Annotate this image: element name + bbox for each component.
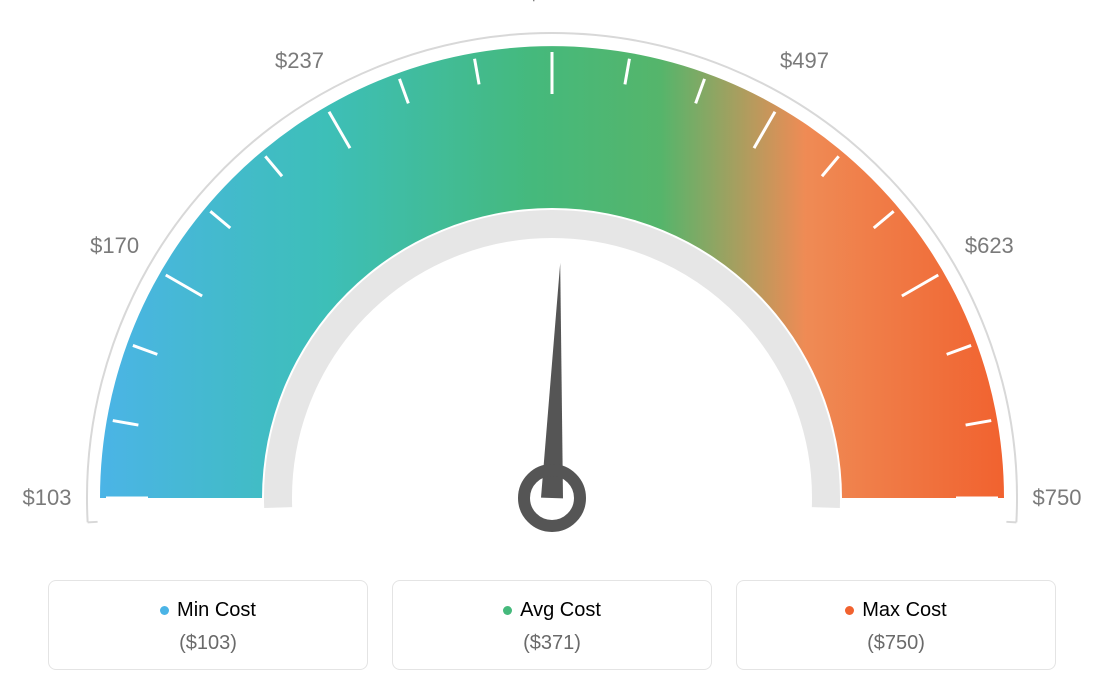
gauge-tick-label: $237 — [275, 48, 324, 74]
legend-title-avg: Avg Cost — [403, 599, 701, 622]
gauge-tick-label: $623 — [965, 233, 1014, 259]
legend-title-min: Min Cost — [59, 599, 357, 622]
legend-card-max: Max Cost ($750) — [736, 580, 1056, 670]
legend-row: Min Cost ($103) Avg Cost ($371) Max Cost… — [0, 580, 1104, 670]
legend-card-avg: Avg Cost ($371) — [392, 580, 712, 670]
legend-label-max: Max Cost — [862, 599, 946, 621]
gauge-chart: $103 $170 $237 $371 $497 $623 $750 — [0, 0, 1104, 560]
legend-label-min: Min Cost — [177, 599, 256, 621]
legend-title-max: Max Cost — [747, 599, 1045, 622]
legend-card-min: Min Cost ($103) — [48, 580, 368, 670]
gauge-tick-label: $750 — [1033, 485, 1082, 511]
legend-value-max: ($750) — [747, 632, 1045, 655]
legend-dot-max — [845, 606, 854, 615]
legend-dot-avg — [503, 606, 512, 615]
legend-label-avg: Avg Cost — [520, 599, 601, 621]
legend-dot-min — [160, 606, 169, 615]
gauge-tick-label: $371 — [528, 0, 577, 6]
gauge-tick-label: $497 — [780, 48, 829, 74]
cost-gauge-container: $103 $170 $237 $371 $497 $623 $750 Min Cost ($… — [0, 0, 1104, 690]
legend-value-min: ($103) — [59, 632, 357, 655]
gauge-tick-label: $103 — [23, 485, 72, 511]
gauge-svg — [0, 0, 1104, 560]
gauge-tick-label: $170 — [90, 233, 139, 259]
legend-value-avg: ($371) — [403, 632, 701, 655]
